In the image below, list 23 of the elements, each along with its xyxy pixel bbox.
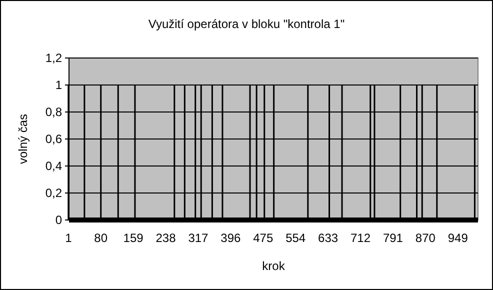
x-tick-label: 317: [188, 231, 209, 245]
x-tick-label: 554: [286, 231, 306, 245]
x-tick-label: 159: [123, 231, 144, 245]
x-tick-label: 1: [65, 231, 72, 245]
x-tick-label: 712: [350, 231, 371, 245]
y-tick-label: 1: [55, 78, 62, 92]
y-tick-label: 0,6: [45, 132, 62, 146]
x-tick-label: 475: [253, 231, 274, 245]
y-tick-label: 0,4: [45, 159, 62, 173]
x-tick-label: 633: [318, 231, 338, 245]
x-tick-label: 238: [156, 231, 176, 245]
x-tick-label: 949: [448, 231, 468, 245]
y-tick-label: 0,8: [45, 105, 62, 119]
x-tick-label: 80: [94, 231, 108, 245]
y-tick-label: 0: [55, 213, 62, 227]
x-tick-label: 791: [382, 231, 404, 245]
chart-title: Využití operátora v bloku "kontrola 1": [148, 17, 345, 31]
x-tick-label: 870: [415, 231, 436, 245]
x-axis-title: krok: [262, 259, 286, 273]
y-tick-label: 0,2: [45, 186, 62, 200]
x-tick-label: 396: [220, 231, 242, 245]
y-tick-label: 1,2: [45, 51, 62, 65]
y-axis-title: volný čas: [16, 114, 30, 164]
